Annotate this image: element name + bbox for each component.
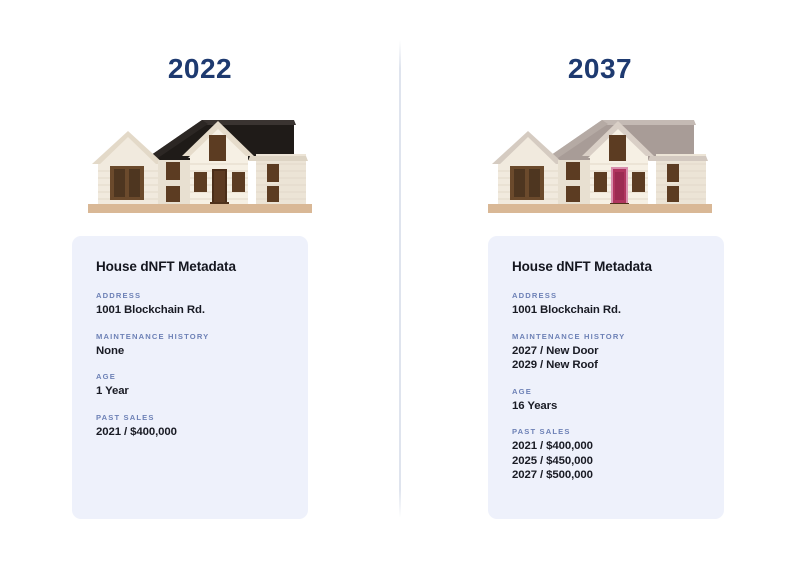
card-title-left: House dNFT Metadata xyxy=(96,259,236,274)
field-value-past-sales-right: 2021 / $400,000 2025 / $450,000 2027 / $… xyxy=(512,439,724,483)
year-title-right: 2037 xyxy=(567,53,633,84)
window-center-right-right xyxy=(632,172,645,192)
field-value-maintenance-left: None xyxy=(96,344,308,359)
window-pane-b-right xyxy=(529,169,540,197)
main-roof-slope-right xyxy=(544,120,608,162)
window-pane-a-left xyxy=(114,169,125,197)
field-address-left: ADDRESS 1001 Blockchain Rd. xyxy=(96,290,308,318)
window-connector-lower-left xyxy=(166,186,180,202)
value-line: 2021 / $400,000 xyxy=(96,425,177,438)
window-pane-a-right xyxy=(514,169,525,197)
window-connector-lower-right xyxy=(566,186,580,202)
field-past-sales-right: PAST SALES 2021 / $400,000 2025 / $450,0… xyxy=(512,426,724,483)
left-wing-gable-face-left xyxy=(98,137,158,166)
house-illustration-2022 xyxy=(0,104,400,224)
right-wing-eave-right xyxy=(648,156,708,161)
main-roof-slope-left xyxy=(144,120,208,162)
panel-2022: 2022 xyxy=(0,53,400,519)
field-age-left: AGE 1 Year xyxy=(96,371,308,399)
field-label-maintenance-left: MAINTENANCE HISTORY xyxy=(96,331,210,341)
window-center-left-left xyxy=(194,172,207,192)
value-line: 16 Years xyxy=(512,399,558,412)
field-label-age-right: AGE xyxy=(512,386,532,396)
field-value-address-left: 1001 Blockchain Rd. xyxy=(96,303,308,318)
foundation-right xyxy=(488,204,712,213)
value-line: 2025 / $450,000 xyxy=(512,454,593,467)
house-graphic-right xyxy=(488,120,712,213)
right-wing-eave-left xyxy=(248,156,308,161)
window-connector-upper-right xyxy=(566,162,580,180)
door-panel-right xyxy=(615,172,624,200)
field-label-past-sales-left: PAST SALES xyxy=(96,412,155,422)
value-line: 2027 / New Door xyxy=(512,344,599,357)
value-line: 1001 Blockchain Rd. xyxy=(96,304,205,316)
window-center-left-right xyxy=(594,172,607,192)
year-title-left: 2022 xyxy=(167,53,233,84)
window-right-upper-right xyxy=(667,164,679,182)
field-label-age-left: AGE xyxy=(96,372,116,381)
house-illustration-2037 xyxy=(400,104,800,224)
value-line: 2029 / New Roof xyxy=(512,359,598,371)
field-value-age-right: 16 Years xyxy=(512,399,724,414)
window-center-right-left xyxy=(232,172,245,192)
panel-2037: 2037 xyxy=(400,0,800,573)
window-attic-right xyxy=(609,135,626,161)
front-door-left xyxy=(214,171,225,202)
main-roof-ridge-right xyxy=(602,120,696,125)
window-right-upper-left xyxy=(267,164,279,182)
right-wing-wall-left xyxy=(256,154,306,204)
field-label-maintenance-right: MAINTENANCE HISTORY xyxy=(512,331,626,341)
value-line: 1 Year xyxy=(96,385,129,397)
panel-divider xyxy=(399,40,401,518)
field-value-maintenance-right: 2027 / New Door 2029 / New Roof xyxy=(512,344,724,373)
field-label-address-right: ADDRESS xyxy=(512,291,558,300)
field-maintenance-right: MAINTENANCE HISTORY 2027 / New Door 2029… xyxy=(512,331,724,373)
right-wing-wall-right xyxy=(656,154,706,204)
window-right-lower-right xyxy=(667,186,679,202)
field-address-right: ADDRESS 1001 Blockchain Rd. xyxy=(512,290,724,318)
field-maintenance-left: MAINTENANCE HISTORY None xyxy=(96,331,308,359)
foundation-left xyxy=(88,204,312,213)
card-title-right: House dNFT Metadata xyxy=(512,259,652,274)
value-line: None xyxy=(96,344,125,357)
left-wing-gable-face-right xyxy=(498,137,558,166)
field-age-right: AGE 16 Years xyxy=(512,386,724,414)
metadata-card-2022: House dNFT Metadata ADDRESS 1001 Blockch… xyxy=(72,236,308,519)
window-attic-left xyxy=(209,135,226,161)
field-value-age-left: 1 Year xyxy=(96,384,308,399)
field-value-address-right: 1001 Blockchain Rd. xyxy=(512,303,724,318)
value-line: 2021 / $400,000 xyxy=(512,440,593,452)
field-label-past-sales-right: PAST SALES xyxy=(512,427,571,436)
value-line: 1001 Blockchain Rd. xyxy=(512,304,621,316)
main-roof-ridge-left xyxy=(202,120,296,125)
window-right-lower-left xyxy=(267,186,279,202)
metadata-card-2037: House dNFT Metadata ADDRESS 1001 Blockch… xyxy=(488,236,724,519)
value-line: 2027 / $500,000 xyxy=(512,469,593,481)
field-past-sales-left: PAST SALES 2021 / $400,000 xyxy=(96,412,308,440)
house-graphic-left xyxy=(88,120,312,213)
field-label-address-left: ADDRESS xyxy=(96,291,142,300)
window-connector-upper-left xyxy=(166,162,180,180)
field-value-past-sales-left: 2021 / $400,000 xyxy=(96,425,308,440)
window-pane-b-left xyxy=(129,169,140,197)
